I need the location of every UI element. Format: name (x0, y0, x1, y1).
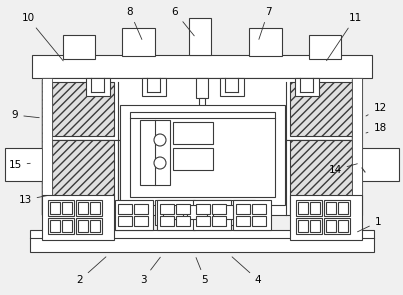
Bar (176, 204, 190, 214)
Text: 12: 12 (366, 103, 386, 116)
Bar (134, 216, 148, 226)
Bar (196, 216, 210, 226)
Bar (252, 204, 266, 214)
Text: 9: 9 (12, 110, 39, 120)
Bar (212, 204, 226, 214)
Bar (115, 200, 153, 230)
Bar (212, 216, 226, 226)
Bar (120, 105, 285, 205)
Bar (220, 78, 244, 96)
Text: 4: 4 (232, 257, 261, 285)
Bar (90, 202, 100, 214)
Bar (90, 220, 100, 232)
Bar (290, 140, 352, 215)
Bar (48, 218, 74, 234)
Bar (326, 202, 336, 214)
Bar (122, 28, 155, 56)
Text: 14: 14 (328, 164, 357, 175)
Bar (295, 78, 319, 96)
Bar (30, 230, 374, 252)
Bar (155, 200, 255, 225)
Bar (52, 82, 114, 136)
Bar (160, 216, 174, 226)
Circle shape (154, 157, 166, 169)
Text: 2: 2 (77, 257, 106, 285)
Bar (298, 202, 308, 214)
Bar (296, 200, 322, 216)
Bar (236, 216, 250, 226)
Bar (5, 148, 42, 181)
Bar (157, 200, 195, 230)
Bar (134, 204, 148, 214)
Bar (32, 55, 372, 78)
Bar (42, 195, 114, 240)
Bar (249, 28, 282, 56)
Bar (118, 204, 132, 214)
Circle shape (154, 134, 166, 146)
Bar (163, 205, 183, 219)
Bar (140, 120, 170, 185)
Bar (252, 216, 266, 226)
Bar (78, 202, 88, 214)
Bar (130, 112, 275, 197)
Bar (338, 220, 348, 232)
Bar (352, 80, 362, 215)
Bar (324, 218, 350, 234)
Bar (42, 78, 52, 215)
Bar (193, 200, 231, 230)
Text: 13: 13 (19, 195, 47, 205)
Bar (338, 202, 348, 214)
Bar (310, 220, 320, 232)
Text: 18: 18 (366, 123, 386, 133)
Bar (160, 204, 174, 214)
Bar (196, 78, 208, 98)
Bar (76, 218, 102, 234)
Bar (213, 205, 233, 219)
Bar (309, 35, 341, 59)
Bar (290, 82, 352, 136)
Bar (290, 195, 362, 240)
Text: 7: 7 (259, 7, 271, 39)
Bar (52, 140, 114, 215)
Text: 11: 11 (326, 13, 361, 61)
Bar (42, 140, 362, 215)
Bar (236, 204, 250, 214)
Bar (310, 202, 320, 214)
Bar (196, 204, 210, 214)
Bar (173, 122, 213, 144)
Bar (199, 98, 205, 106)
Bar (86, 78, 110, 96)
Bar (362, 148, 399, 181)
Bar (189, 18, 211, 55)
Bar (63, 35, 95, 59)
Bar (42, 80, 52, 215)
Bar (298, 220, 308, 232)
Bar (78, 220, 88, 232)
Text: 6: 6 (172, 7, 194, 36)
Bar (62, 202, 72, 214)
Text: 5: 5 (196, 258, 208, 285)
Bar (142, 78, 166, 96)
Bar (296, 218, 322, 234)
Bar (326, 220, 336, 232)
Bar (76, 200, 102, 216)
Text: 15: 15 (8, 160, 30, 170)
Bar (324, 200, 350, 216)
Text: 1: 1 (357, 217, 381, 232)
Bar (50, 220, 60, 232)
Bar (173, 148, 213, 170)
Bar (50, 202, 60, 214)
Bar (352, 78, 362, 215)
Bar (233, 200, 271, 230)
Bar (62, 220, 72, 232)
Bar (42, 78, 362, 140)
Bar (118, 216, 132, 226)
Bar (48, 200, 74, 216)
Bar (187, 205, 207, 219)
Text: 8: 8 (127, 7, 142, 40)
Bar (176, 216, 190, 226)
Text: 10: 10 (21, 13, 63, 61)
Text: 3: 3 (140, 257, 160, 285)
